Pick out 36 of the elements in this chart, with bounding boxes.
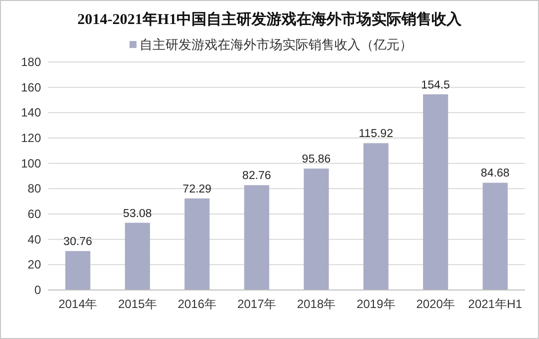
bar [363,143,388,290]
x-tick-label: 2021年H1 [468,297,523,311]
data-label: 115.92 [358,128,394,140]
y-tick-label: 60 [28,207,42,221]
data-label: 95.86 [302,154,331,166]
bar [65,251,90,290]
data-label: 82.76 [242,170,272,182]
y-tick-label: 0 [34,283,42,297]
data-label: 154.5 [421,79,450,92]
x-tick-label: 2018年 [296,297,336,311]
y-tick-label: 140 [20,106,42,120]
x-tick-label: 2020年 [416,297,455,311]
y-tick-label: 40 [28,232,42,246]
chart-title: 2014-2021年H1中国自主研发游戏在海外市场实际销售收入 [77,10,463,28]
y-tick-label: 100 [20,156,42,170]
bar [304,168,329,290]
data-label: 84.68 [480,168,510,180]
legend-label: 自主研发游戏在海外市场实际销售收入（亿元） [140,37,412,52]
bar [124,222,150,290]
x-tick-label: 2015年 [118,297,157,311]
bar [244,185,270,290]
x-tick-label: 2014年 [58,297,98,311]
data-label: 72.29 [182,183,212,196]
data-label: 30.76 [63,236,92,248]
x-tick-label: 2019年 [356,297,396,311]
x-tick-label: 2017年 [237,297,276,311]
y-tick-label: 20 [28,258,42,272]
bar [184,198,210,290]
y-tick-label: 80 [28,182,42,196]
bar [423,94,448,290]
y-tick-label: 120 [20,131,42,145]
bar [482,182,508,290]
data-label: 53.08 [123,208,152,220]
x-tick-label: 2016年 [178,297,216,311]
y-tick-label: 180 [20,55,42,69]
y-tick-label: 160 [20,80,42,94]
